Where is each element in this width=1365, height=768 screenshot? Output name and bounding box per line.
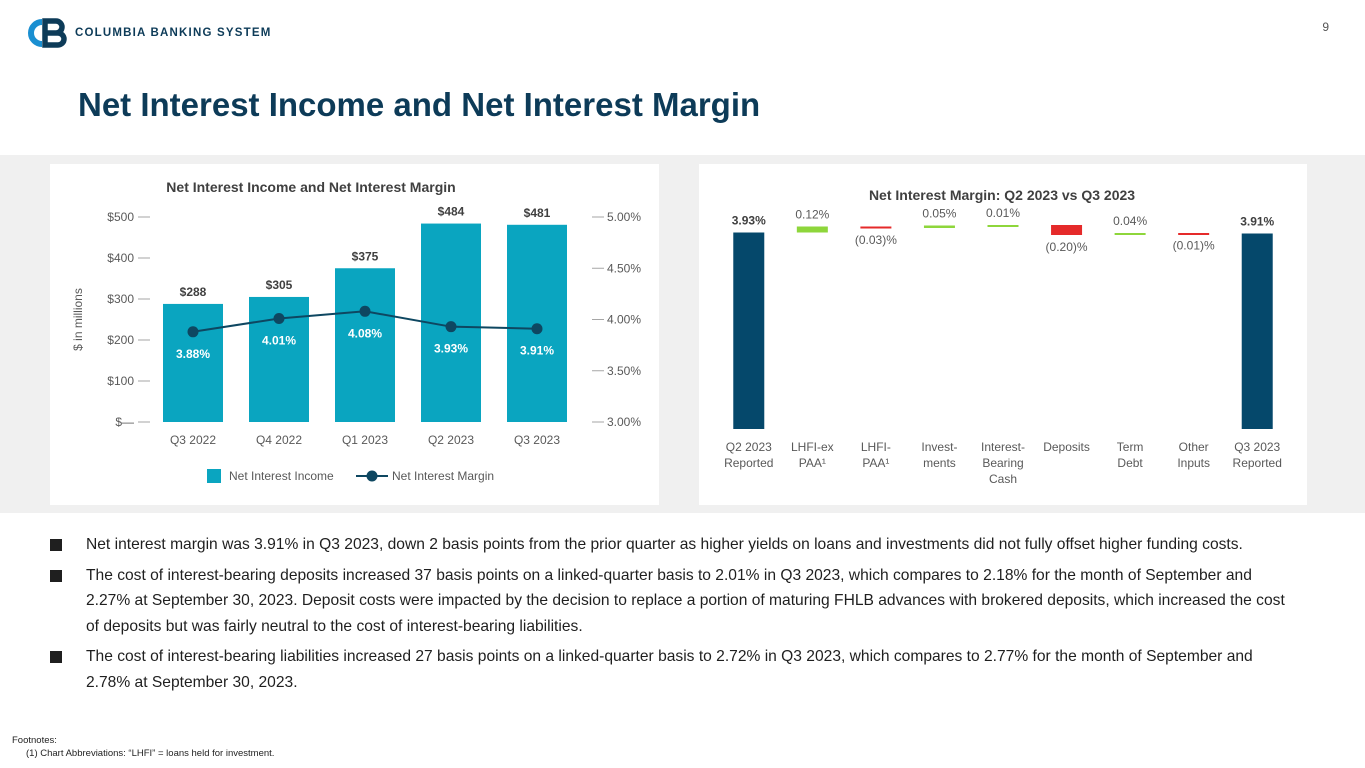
waterfall-bar [1178, 233, 1210, 235]
x-tick-label: Q4 2022 [256, 433, 302, 447]
nim-point-label: 4.08% [348, 326, 382, 340]
waterfall-bar-label: (0.03)% [855, 233, 897, 247]
x-tick-label: PAA¹ [862, 456, 889, 470]
waterfall-bar-label: 3.93% [732, 214, 766, 228]
logo-text: COLUMBIA BANKING SYSTEM [75, 27, 272, 39]
waterfall-bar [987, 225, 1019, 227]
x-tick-label: Inputs [1177, 456, 1210, 470]
x-tick-label: Debt [1117, 456, 1143, 470]
waterfall-bar [923, 225, 955, 228]
net-interest-income-chart: Net Interest Income and Net Interest Mar… [71, 179, 641, 483]
commentary-bullets: Net interest margin was 3.91% in Q3 2023… [48, 532, 1298, 700]
waterfall-bar [1241, 233, 1273, 429]
legend-label-nim: Net Interest Margin [392, 469, 494, 483]
y-tick-label: $200 [107, 333, 134, 347]
x-tick-label: PAA¹ [799, 456, 826, 470]
x-tick-label: ments [923, 456, 956, 470]
chart-title: Net Interest Margin: Q2 2023 vs Q3 2023 [869, 187, 1135, 203]
page-title: Net Interest Income and Net Interest Mar… [78, 86, 761, 123]
bullet-square-icon [50, 651, 62, 663]
bullet-text: The cost of interest-bearing deposits in… [86, 566, 1285, 635]
waterfall-bar-label: 3.91% [1240, 215, 1274, 229]
page-number: 9 [1322, 20, 1329, 34]
x-tick-label: Other [1179, 440, 1209, 454]
bullet-text: Net interest margin was 3.91% in Q3 2023… [86, 536, 1243, 553]
bullet-item: The cost of interest-bearing deposits in… [48, 563, 1298, 640]
y-tick-label: $300 [107, 292, 134, 306]
y-tick-label: $500 [107, 210, 134, 224]
footnote-item: (1) Chart Abbreviations: “LHFI” = loans … [26, 747, 275, 759]
nii-bar-label: $305 [266, 278, 293, 292]
waterfall-bar [796, 226, 828, 233]
company-logo: COLUMBIA BANKING SYSTEM [25, 18, 271, 48]
y2-tick-label: 3.50% [607, 364, 641, 378]
y2-tick-label: 4.00% [607, 313, 641, 327]
bullet-square-icon [50, 569, 62, 582]
footnotes: Footnotes: (1) Chart Abbreviations: “LHF… [12, 735, 274, 760]
nii-bar-label: $288 [180, 285, 207, 299]
nim-point-label: 3.93% [434, 342, 468, 356]
nii-bar [163, 303, 223, 422]
x-tick-label: Q3 2023 [1234, 440, 1280, 454]
waterfall-bar-label: 0.12% [795, 208, 829, 222]
nim-point [273, 312, 285, 324]
y-tick-label: $100 [107, 374, 134, 388]
legend-marker-nim [366, 470, 378, 482]
waterfall-bar [733, 232, 765, 429]
x-tick-label: Q3 2023 [514, 433, 560, 447]
y-tick-label: $400 [107, 251, 134, 265]
nii-bar-label: $375 [352, 249, 379, 263]
waterfall-bar-label: (0.01)% [1173, 239, 1215, 253]
nim-point [187, 326, 199, 338]
x-tick-label: Q1 2023 [342, 433, 388, 447]
footnotes-heading: Footnotes: [12, 735, 57, 746]
x-tick-label: Interest- [981, 440, 1025, 454]
nii-bar-label: $484 [438, 205, 465, 219]
bullet-square-icon [50, 539, 62, 551]
waterfall-bar-label: (0.20)% [1046, 240, 1088, 254]
y-tick-label: $— [115, 415, 134, 429]
waterfall-bar-label: 0.01% [986, 206, 1020, 220]
net-interest-income-chart-panel: Net Interest Income and Net Interest Mar… [50, 164, 659, 505]
nim-waterfall-chart: Net Interest Margin: Q2 2023 vs Q3 2023 3… [724, 187, 1282, 486]
waterfall-bar [1114, 233, 1146, 235]
waterfall-bar [1051, 225, 1083, 235]
bullet-item: The cost of interest-bearing liabilities… [48, 644, 1298, 695]
nim-point [531, 323, 543, 335]
y2-tick-label: 5.00% [607, 210, 641, 224]
nim-point-label: 4.01% [262, 333, 296, 347]
waterfall-bar-label: 0.04% [1113, 214, 1147, 228]
waterfall-bar-label: 0.05% [922, 207, 956, 221]
x-tick-label: Deposits [1043, 440, 1090, 454]
waterfall-bar [860, 226, 892, 229]
x-tick-label: Reported [724, 456, 773, 470]
bullet-text: The cost of interest-bearing liabilities… [86, 648, 1253, 691]
nim-waterfall-chart-panel: Net Interest Margin: Q2 2023 vs Q3 2023 3… [699, 164, 1307, 505]
columbia-logo-icon [28, 18, 67, 48]
legend-label-nii: Net Interest Income [229, 469, 334, 483]
bullet-item: Net interest margin was 3.91% in Q3 2023… [48, 532, 1298, 558]
legend-swatch-nii [207, 469, 221, 483]
x-tick-label: Q2 2023 [726, 440, 772, 454]
nii-bar [335, 268, 395, 422]
x-tick-label: Cash [989, 472, 1017, 486]
x-tick-label: Reported [1233, 456, 1282, 470]
nim-point-label: 3.88% [176, 347, 210, 361]
x-tick-label: Term [1117, 440, 1144, 454]
x-tick-label: LHFI-ex [791, 440, 834, 454]
nii-bar-label: $481 [524, 206, 551, 220]
y2-tick-label: 4.50% [607, 261, 641, 275]
x-tick-label: LHFI- [861, 440, 891, 454]
nim-point [359, 305, 371, 317]
y-axis-label: $ in millions [71, 288, 85, 351]
nim-point [445, 321, 457, 333]
x-tick-label: Q3 2022 [170, 433, 216, 447]
y2-tick-label: 3.00% [607, 415, 641, 429]
chart-title: Net Interest Income and Net Interest Mar… [166, 179, 455, 195]
x-tick-label: Bearing [982, 456, 1023, 470]
x-tick-label: Q2 2023 [428, 433, 474, 447]
nim-point-label: 3.91% [520, 344, 554, 358]
x-tick-label: Invest- [921, 440, 957, 454]
